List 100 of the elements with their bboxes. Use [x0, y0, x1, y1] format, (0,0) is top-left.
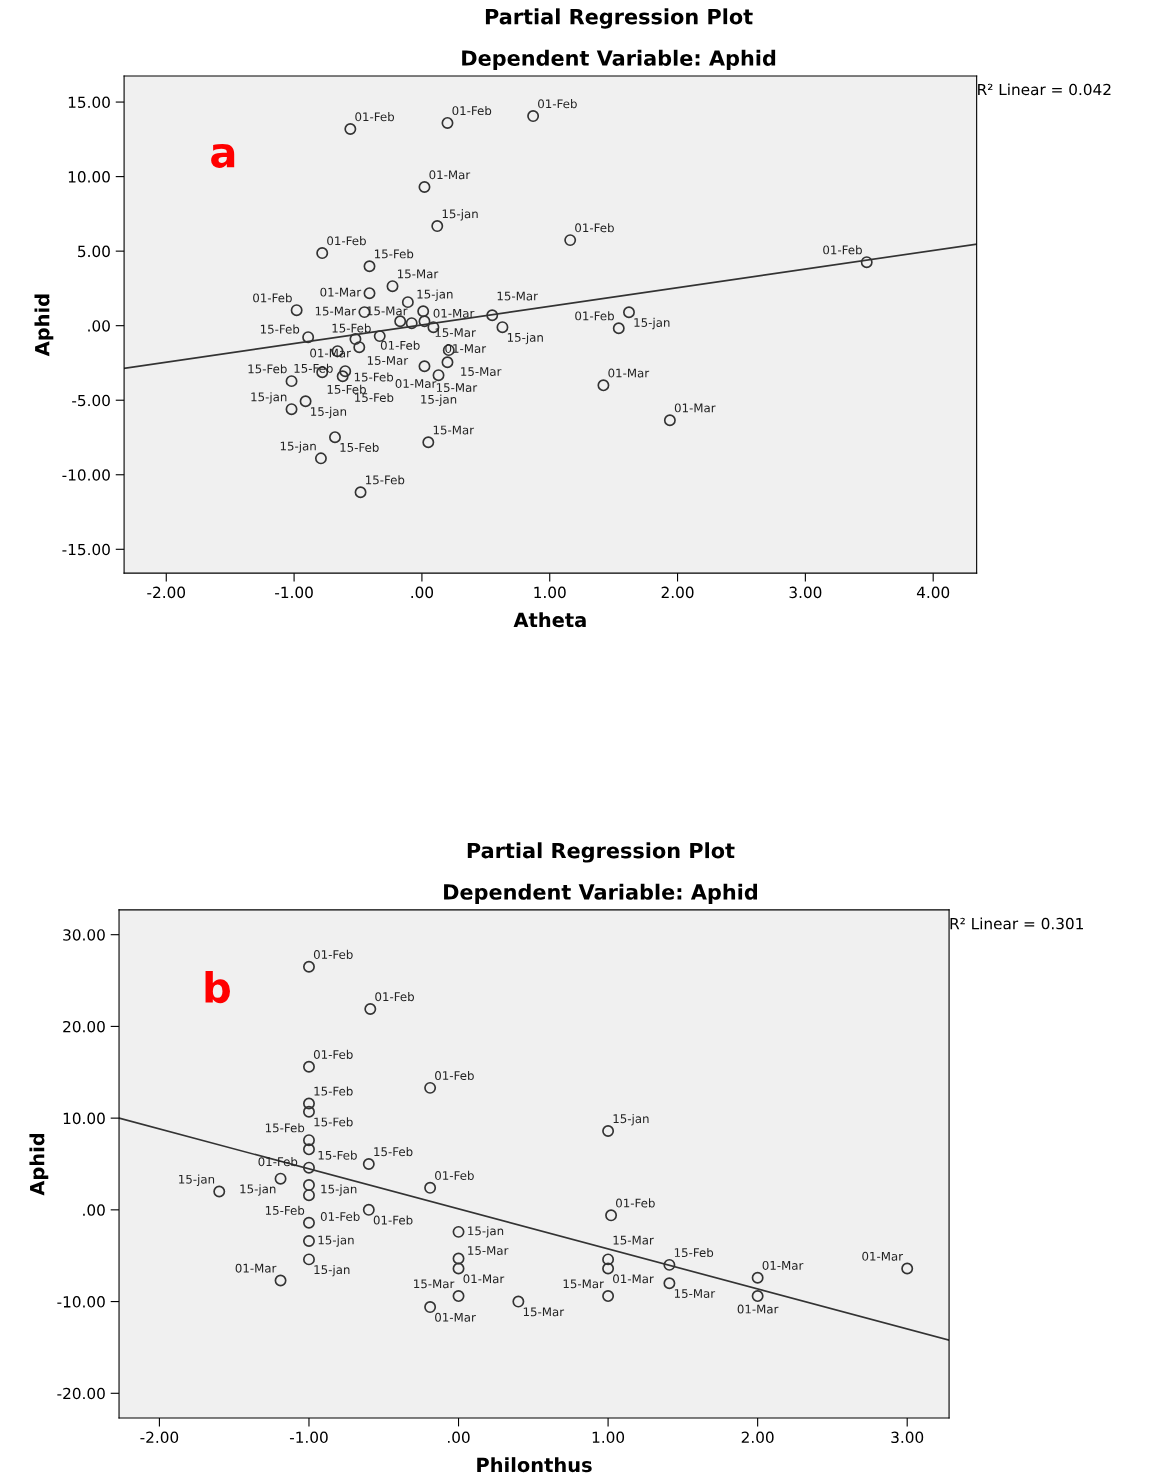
data-label: 15-jan	[179, 1174, 215, 1186]
data-label: 15-jan	[321, 1184, 357, 1196]
x-tick-label: 4.00	[916, 586, 950, 599]
y-tick-label: 10.00	[68, 171, 110, 183]
data-label: 15-jan	[311, 406, 347, 419]
data-label: 15-jan	[421, 394, 457, 407]
data-label: 01-Feb	[435, 1070, 474, 1081]
data-label: 15-Mar	[315, 306, 357, 316]
data-label: 01-Mar	[674, 403, 716, 413]
x-tick-label: 2.00	[661, 586, 694, 599]
y-tick-label: .00	[88, 320, 110, 332]
data-label: 01-Mar	[862, 1251, 904, 1261]
x-tick-label: .00	[448, 1431, 470, 1444]
data-label: 15-jan	[251, 392, 287, 404]
data-label: 01-Mar	[320, 287, 362, 297]
data-label: 15-Feb	[340, 442, 379, 452]
data-label: 15-Feb	[265, 1123, 305, 1133]
data-label: 15-jan	[507, 332, 543, 345]
data-label: 01-Mar	[433, 308, 475, 318]
data-label: 01-Mar	[429, 170, 471, 180]
x-axis-title: Atheta	[513, 612, 586, 628]
data-label: 15-Mar	[497, 291, 538, 301]
data-label: 15-jan	[442, 209, 478, 221]
data-label: 15-Mar	[435, 328, 476, 338]
data-label: 15-jan	[613, 1113, 649, 1126]
x-tick-label: 1.00	[592, 1431, 625, 1444]
data-label: 15-Feb	[374, 1147, 413, 1157]
data-label: 01-Feb	[313, 949, 353, 959]
data-label: 15-Mar	[613, 1235, 654, 1245]
x-tick-label: 3.00	[891, 1431, 924, 1444]
y-tick-label: -5.00	[72, 394, 110, 407]
data-label: 01-Mar	[613, 1274, 654, 1284]
data-label: 15-Feb	[248, 364, 287, 374]
data-label: 15-jan	[634, 317, 670, 330]
data-label: 01-Mar	[608, 368, 650, 378]
data-label: 15-Mar	[468, 1246, 509, 1255]
data-label: 01-Feb	[452, 105, 492, 116]
data-label: 15-Mar	[523, 1307, 565, 1317]
data-label: 15-Mar	[414, 1279, 455, 1289]
y-tick-label: -15.00	[62, 543, 110, 556]
data-label: 01-Mar	[395, 379, 437, 389]
chart-subtitle: Dependent Variable: Aphid	[462, 49, 776, 70]
data-label: 01-Feb	[616, 1198, 655, 1208]
x-tick-label: -2.00	[147, 586, 186, 599]
data-label: 15-jan	[314, 1264, 350, 1277]
data-label: 15-Feb	[327, 384, 366, 394]
data-label: 15-Feb	[314, 1117, 353, 1127]
data-label: 15-Feb	[374, 249, 414, 259]
data-label: 15-Feb	[354, 372, 394, 382]
y-tick-label: 5.00	[78, 245, 110, 258]
data-label: 01-Feb	[253, 293, 292, 303]
x-tick-label: 2.00	[741, 1431, 774, 1444]
x-tick-label: -1.00	[275, 586, 313, 599]
data-label: 01-Feb	[373, 1215, 413, 1225]
data-label: 01-Feb	[435, 1170, 474, 1180]
data-label: 15-jan	[240, 1184, 276, 1196]
y-tick-label: .00	[83, 1204, 105, 1216]
y-tick-label: 30.00	[63, 929, 105, 941]
annotation: a	[211, 143, 235, 168]
data-label: 15-Mar	[674, 1289, 716, 1298]
data-label: 01-Feb	[355, 112, 395, 122]
text: R² Linear = 0.301	[950, 917, 1083, 930]
data-label: 01-Feb	[375, 992, 414, 1002]
y-tick-label: 10.00	[63, 1112, 105, 1125]
data-label: 15-jan	[280, 441, 316, 453]
y-tick-label: -10.00	[57, 1296, 105, 1308]
y-tick-label: 20.00	[63, 1020, 105, 1033]
data-label: 15-Feb	[674, 1247, 714, 1258]
data-label: 01-Mar	[762, 1260, 804, 1270]
data-label: 15-jan	[318, 1235, 354, 1247]
data-label: 15-Mar	[367, 356, 409, 365]
chart-title: Partial Regression Plot	[467, 842, 735, 863]
data-label: 01-Mar	[463, 1274, 505, 1284]
y-tick-label: -10.00	[62, 469, 110, 481]
chart-title: Partial Regression Plot	[485, 8, 753, 29]
x-tick-label: .00	[411, 586, 434, 599]
y-axis-title: Aphid	[34, 294, 54, 357]
data-label: 15-Mar	[436, 383, 478, 393]
x-tick-label: -2.00	[140, 1431, 179, 1444]
data-label: 01-Feb	[575, 223, 614, 233]
data-label: 15-jan	[417, 289, 453, 301]
chart-subtitle: Dependent Variable: Aphid	[444, 883, 757, 904]
data-label: 01-Feb	[320, 1211, 360, 1221]
data-label: 15-Feb	[355, 392, 394, 403]
data-label: 15-jan	[468, 1226, 504, 1238]
data-label: 15-Mar	[433, 425, 475, 435]
data-label: 01-Feb	[327, 236, 366, 246]
text: R² Linear = 0.042	[978, 83, 1111, 96]
data-label: 15-Mar	[563, 1279, 604, 1289]
data-label: 01-Feb	[538, 99, 577, 109]
data-label: 15-Feb	[332, 323, 371, 333]
x-tick-label: -1.00	[289, 1431, 328, 1444]
x-axis-title: Philonthus	[477, 1457, 592, 1473]
data-label: 15-Mar	[461, 367, 502, 376]
data-label: 15-Feb	[366, 475, 405, 485]
data-label: 15-Feb	[260, 324, 300, 334]
data-label: 01-Mar	[435, 1312, 476, 1322]
x-tick-label: 1.00	[534, 586, 566, 599]
data-label: 15-Feb	[314, 1086, 353, 1096]
y-tick-label: 15.00	[68, 96, 110, 109]
